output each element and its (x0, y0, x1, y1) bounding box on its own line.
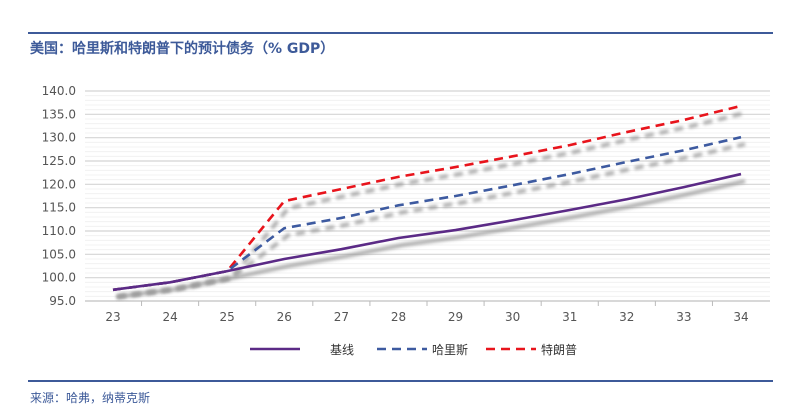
series-line-1 (112, 135, 742, 292)
x-tick-label: 30 (505, 310, 520, 324)
y-tick-label: 130.0 (42, 131, 76, 145)
x-tick-label: 34 (733, 310, 748, 324)
series-line-2 (112, 104, 742, 292)
y-tick-label: 115.0 (42, 201, 76, 215)
series-line-0 (112, 172, 742, 292)
chart-title: 美国：哈里斯和特朗普下的预计债务（% GDP） (30, 41, 335, 57)
y-tick-label: 125.0 (42, 154, 76, 168)
y-tick-label: 140.0 (42, 84, 76, 98)
x-tick-label: 27 (334, 310, 349, 324)
x-tick-label: 26 (277, 310, 292, 324)
y-tick-label: 105.0 (42, 247, 76, 261)
x-tick-label: 31 (562, 310, 577, 324)
x-tick-label: 28 (391, 310, 406, 324)
line-chart: 95.0 100.0 105.0 110.0 115.0 120.0 125.0 130.0 1… (42, 84, 770, 357)
x-tick-label: 29 (448, 310, 463, 324)
x-tick-label: 32 (619, 310, 634, 324)
series-shadow (116, 110, 746, 299)
x-tick-label: 23 (105, 310, 120, 324)
y-tick-label: 120.0 (42, 177, 76, 191)
source-note: 来源：哈弗，纳蒂克斯 (30, 391, 151, 405)
top-rule (28, 32, 773, 34)
legend-label: 哈里斯 (432, 343, 468, 357)
bottom-rule (28, 380, 773, 382)
y-tick-label: 110.0 (42, 224, 76, 238)
y-tick-label: 135.0 (42, 107, 76, 121)
legend-label: 特朗普 (541, 342, 577, 357)
x-tick-label: 24 (162, 310, 177, 324)
x-tick-label: 25 (220, 310, 235, 324)
legend-label: 基线 (330, 343, 354, 357)
y-tick-label: 100.0 (42, 271, 76, 285)
x-tick-label: 33 (676, 310, 691, 324)
y-tick-label: 95.0 (49, 294, 76, 308)
